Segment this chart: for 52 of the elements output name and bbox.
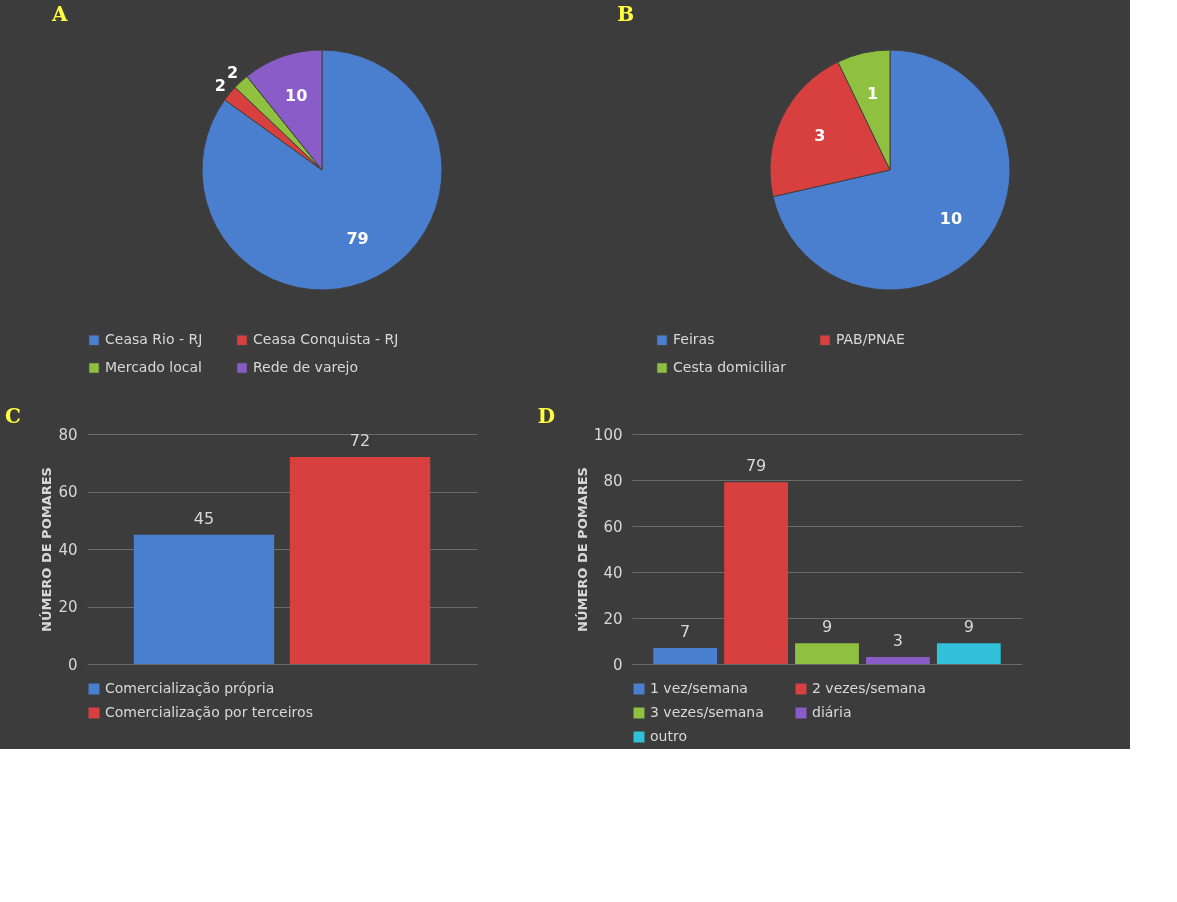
pie-slice (201, 49, 443, 291)
data-label: 79 (745, 456, 767, 476)
legend-label: 1 vez/semana (650, 680, 748, 696)
y-tick-label: 60 (58, 483, 78, 501)
y-axis-title: NÚMERO DE POMARES (39, 467, 55, 632)
y-tick-label: 40 (58, 540, 78, 559)
data-label: 1 (867, 83, 879, 103)
legend-label: Ceasa Rio - RJ (105, 331, 203, 348)
legend-label: 3 vezes/semana (650, 704, 764, 720)
data-label: 2 (214, 75, 226, 95)
y-tick-label: 80 (603, 471, 623, 490)
data-label: 2 (227, 62, 239, 82)
y-tick-label: 20 (603, 609, 623, 628)
legend-label: Feiras (673, 331, 715, 348)
legend-label: diária (812, 704, 852, 720)
bar (724, 482, 788, 664)
y-tick-label: 0 (612, 655, 623, 674)
data-label: 7 (680, 621, 691, 641)
data-label: 9 (821, 617, 833, 637)
bar (936, 643, 1001, 664)
legend-label: outro (650, 728, 687, 744)
y-tick-label: 80 (58, 425, 78, 444)
y-tick-label: 40 (603, 563, 623, 582)
legend-label: Rede de varejo (253, 359, 358, 375)
y-axis-title: NÚMERO DE POMARES (574, 467, 590, 632)
legend-label: Comercialização por terceiros (105, 704, 313, 720)
chart-title: A (50, 2, 68, 26)
chart-title: B (617, 2, 635, 26)
data-label: 9 (963, 617, 974, 637)
data-label: 72 (349, 431, 371, 450)
y-tick-label: 100 (593, 425, 623, 444)
data-label: 3 (892, 631, 903, 651)
legend-label: 2 vezes/semana (812, 680, 926, 696)
data-label: 10 (285, 86, 308, 106)
y-tick-label: 20 (58, 598, 78, 616)
data-label: 79 (346, 229, 369, 249)
y-tick-label: 0 (67, 655, 78, 674)
legend-label: PAB/PNAE (836, 331, 905, 348)
bar (795, 643, 859, 664)
legend-label: Cesta domiciliar (673, 359, 787, 375)
y-tick-label: 60 (603, 517, 623, 536)
legend-label: Ceasa Conquista - RJ (253, 331, 399, 348)
legend-label: Comercialização própria (105, 680, 275, 696)
data-label: 10 (939, 208, 963, 228)
legend-label: Mercado local (105, 359, 202, 375)
bar (653, 647, 718, 664)
pie-slice (772, 49, 1011, 291)
bar (866, 657, 930, 664)
chart-title: C (5, 404, 21, 428)
chart-title: D (537, 404, 556, 428)
data-label: 45 (193, 508, 215, 528)
data-label: 3 (814, 126, 826, 146)
